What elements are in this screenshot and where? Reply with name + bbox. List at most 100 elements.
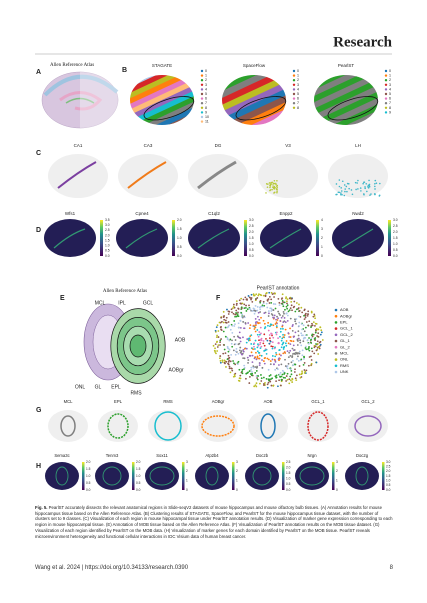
cell <box>290 340 293 342</box>
colorbar-tick: 2 <box>236 469 238 473</box>
legend-dot <box>292 102 296 105</box>
cell <box>276 319 279 321</box>
cell <box>230 342 233 345</box>
cell <box>222 310 225 313</box>
cell <box>279 371 282 374</box>
cell <box>222 321 225 324</box>
panel-label: C <box>36 150 41 157</box>
cell <box>317 353 320 355</box>
cell <box>246 308 249 311</box>
cell <box>261 359 263 361</box>
region <box>354 415 382 437</box>
cell <box>266 299 269 302</box>
tissue <box>298 410 338 442</box>
cell <box>302 363 305 366</box>
legend-label: 3 <box>297 83 299 87</box>
cell <box>254 339 257 342</box>
cell <box>243 364 246 367</box>
cell <box>256 315 259 318</box>
cell <box>262 340 265 342</box>
cell <box>307 342 310 345</box>
legend-dot <box>384 97 388 100</box>
cell <box>270 298 273 301</box>
region-spot <box>370 193 372 195</box>
legend-dot <box>292 74 296 77</box>
cell <box>315 343 317 345</box>
region-spot <box>343 184 346 186</box>
region-label: GL <box>95 384 102 390</box>
cell <box>235 315 238 318</box>
plot-title: GCL_2 <box>361 399 375 404</box>
cell <box>287 362 290 365</box>
colorbar-tick: 3 <box>186 460 188 464</box>
cell <box>316 343 319 345</box>
cell <box>312 321 315 324</box>
colorbar-tick: 0 <box>336 488 338 492</box>
cell <box>243 347 246 350</box>
cell <box>234 353 237 356</box>
cell <box>289 354 292 357</box>
legend-dot <box>200 111 204 114</box>
legend-label: 7 <box>205 101 207 105</box>
cell <box>294 368 296 371</box>
cell <box>319 326 322 329</box>
cell <box>263 312 266 314</box>
cell <box>267 381 270 384</box>
cell <box>262 300 265 303</box>
legend-dot <box>334 364 338 368</box>
cell <box>290 300 293 303</box>
cell <box>232 349 235 352</box>
cell <box>314 331 317 334</box>
cell <box>234 339 237 341</box>
legend-label: 8 <box>389 106 391 110</box>
cell <box>310 347 313 350</box>
panel-label: F <box>216 295 221 302</box>
cell <box>313 315 316 317</box>
cell <box>308 320 311 323</box>
region-spot <box>360 190 362 192</box>
cell <box>263 344 266 347</box>
cell <box>252 365 255 368</box>
cell <box>276 315 278 318</box>
cell <box>265 292 268 294</box>
region-spot <box>269 189 272 191</box>
cell <box>219 326 222 329</box>
legend-label: 3 <box>205 83 207 87</box>
cell <box>274 303 277 306</box>
cell <box>242 336 244 339</box>
cell <box>254 309 257 312</box>
cell <box>233 320 236 322</box>
plot-title: C1ql2 <box>208 211 220 216</box>
cluster-band <box>222 76 286 125</box>
cell <box>291 347 294 350</box>
citation: Wang et al. 2024 | https://doi.org/10.34… <box>35 565 189 571</box>
cell <box>241 368 244 371</box>
region-spot <box>273 179 276 182</box>
cell <box>256 378 259 381</box>
cell <box>247 362 249 364</box>
plot-title: GCL_1 <box>311 399 325 404</box>
cluster-band <box>222 92 286 125</box>
cluster-band <box>314 89 378 125</box>
cell <box>227 363 230 366</box>
cell <box>255 351 257 354</box>
page-number: 8 <box>389 565 393 571</box>
cell <box>268 337 271 340</box>
cell <box>304 312 307 315</box>
colorbar-tick: 3.0 <box>386 460 391 464</box>
cell <box>284 342 287 345</box>
cluster-band <box>222 75 286 119</box>
cell <box>296 338 299 341</box>
colorbar-tick: 0.5 <box>286 482 291 486</box>
region-spot <box>364 187 366 190</box>
cell <box>311 335 314 338</box>
cell <box>237 326 240 329</box>
cell <box>224 326 227 329</box>
tissue <box>198 410 238 442</box>
legend-dot <box>334 352 338 355</box>
region-label: IPL <box>118 300 126 306</box>
cell <box>302 358 305 360</box>
cell <box>299 376 302 379</box>
cell <box>228 349 231 351</box>
